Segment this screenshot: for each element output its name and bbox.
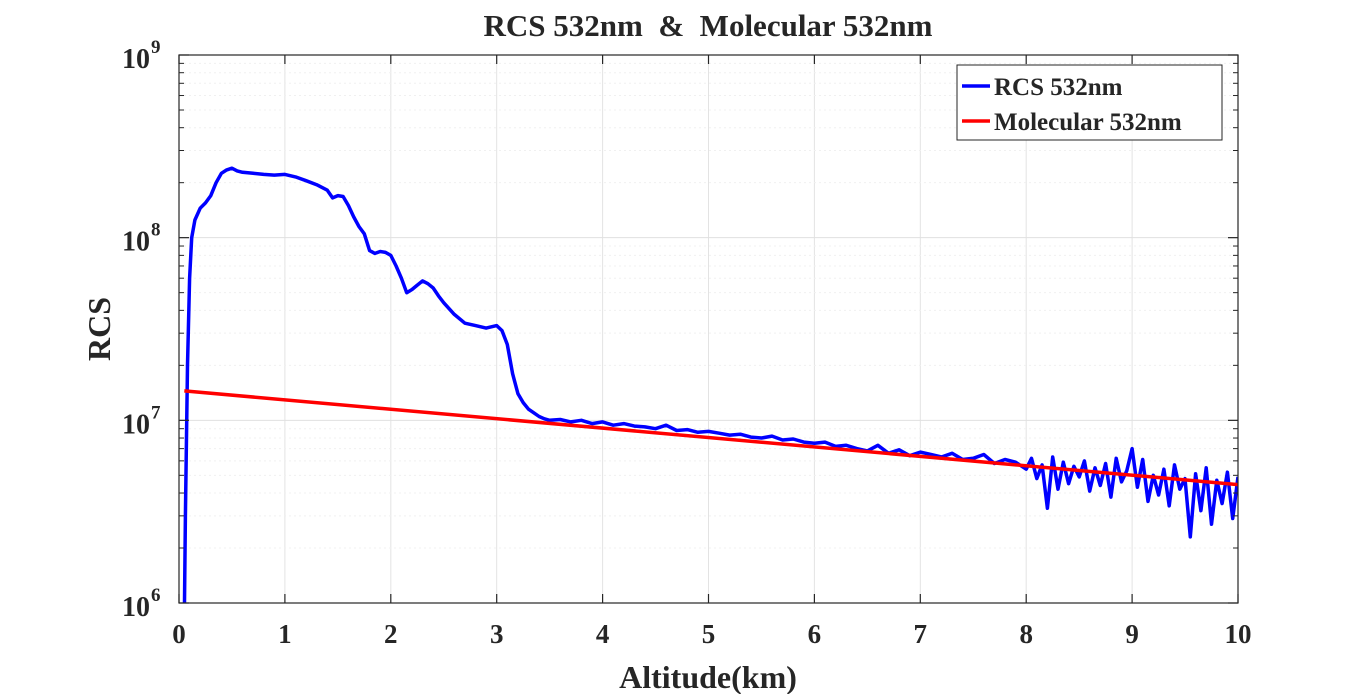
y-tick-label: 10 9	[122, 37, 161, 75]
y-tick-label-base: 10	[122, 409, 150, 440]
x-tick-label: 8	[1019, 619, 1033, 649]
y-tick-label: 10 7	[122, 402, 161, 440]
legend-label-molecular: Molecular 532nm	[994, 109, 1182, 136]
series-line-molecular-532nm	[184, 389, 1238, 487]
legend: RCS 532nm Molecular 532nm	[956, 64, 1223, 141]
legend-box	[956, 64, 1223, 141]
chart-title: RCS 532nm & Molecular 532nm	[484, 8, 933, 43]
y-tick-label-base: 10	[122, 227, 150, 258]
x-tick-label: 9	[1125, 619, 1139, 649]
y-tick-label: 10 8	[122, 220, 161, 258]
x-tick-labels: 0 1 2 3 4 5 6 7 8 9 10	[172, 619, 1251, 649]
x-tick-label: 0	[172, 619, 186, 649]
y-tick-label: 10 6	[122, 585, 161, 623]
x-tick-label: 4	[596, 619, 610, 649]
x-tick-label: 5	[702, 619, 716, 649]
y-tick-label-exponent: 7	[151, 402, 161, 423]
y-axis-label: RCS	[81, 297, 117, 361]
grid	[179, 55, 1238, 603]
y-tick-label-exponent: 9	[151, 37, 161, 58]
legend-label-rcs: RCS 532nm	[994, 74, 1123, 101]
y-tick-label-base: 10	[122, 44, 150, 75]
x-tick-label: 2	[384, 619, 398, 649]
series-line-rcs-532nm	[182, 166, 1238, 603]
x-axis-label: Altitude(km)	[619, 659, 797, 694]
x-tick-label: 6	[808, 619, 822, 649]
tick-marks	[178, 54, 1239, 604]
x-tick-label: 10	[1225, 619, 1252, 649]
y-tick-label-base: 10	[122, 592, 150, 623]
y-tick-label-exponent: 8	[151, 220, 161, 241]
x-tick-label: 7	[914, 619, 928, 649]
y-tick-label-exponent: 6	[151, 585, 161, 606]
x-tick-label: 3	[490, 619, 504, 649]
series-layer	[182, 166, 1238, 603]
x-tick-label: 1	[278, 619, 292, 649]
